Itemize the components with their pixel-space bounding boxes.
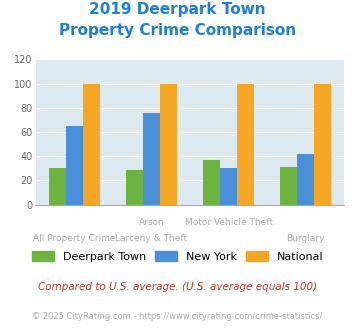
Text: Arson: Arson (138, 218, 164, 227)
Bar (83, 83, 100, 205)
Bar (203, 160, 220, 205)
Bar (220, 168, 237, 205)
Bar (66, 126, 83, 205)
Text: All Property Crime: All Property Crime (33, 234, 115, 243)
Legend: Deerpark Town, New York, National: Deerpark Town, New York, National (27, 247, 328, 266)
Text: © 2025 CityRating.com - https://www.cityrating.com/crime-statistics/: © 2025 CityRating.com - https://www.city… (32, 312, 323, 321)
Bar (280, 167, 297, 205)
Bar (49, 168, 66, 205)
Text: Burglary: Burglary (286, 234, 325, 243)
Bar (160, 83, 177, 205)
Text: Larceny & Theft: Larceny & Theft (115, 234, 187, 243)
Bar (143, 113, 160, 205)
Text: Compared to U.S. average. (U.S. average equals 100): Compared to U.S. average. (U.S. average … (38, 282, 317, 292)
Bar (314, 83, 331, 205)
Text: 2019 Deerpark Town: 2019 Deerpark Town (89, 2, 266, 16)
Text: Property Crime Comparison: Property Crime Comparison (59, 23, 296, 38)
Bar (126, 170, 143, 205)
Bar (297, 154, 314, 205)
Text: Motor Vehicle Theft: Motor Vehicle Theft (185, 218, 273, 227)
Bar (237, 83, 254, 205)
